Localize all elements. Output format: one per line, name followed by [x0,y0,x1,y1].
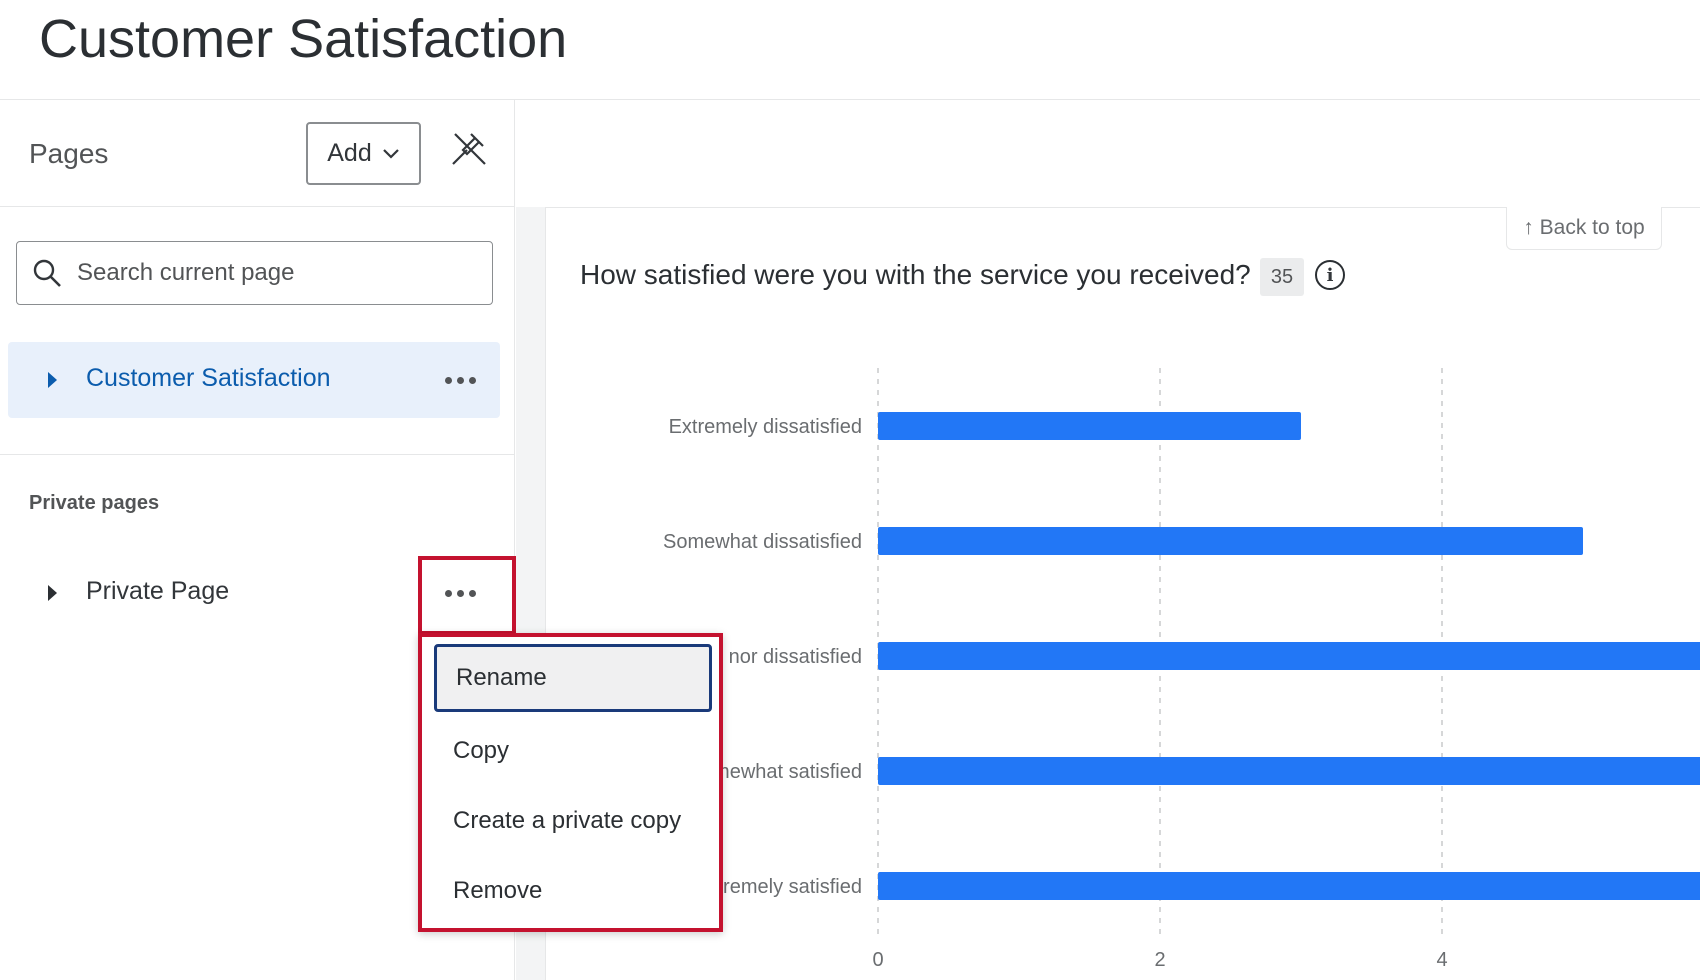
search-input[interactable]: Search current page [16,241,493,305]
menu-item-copy[interactable]: Copy [453,737,510,764]
divider [0,454,515,455]
page-item-label: Customer Satisfaction [86,364,331,392]
private-pages-heading: Private pages [29,492,160,514]
page-title: Customer Satisfaction [39,9,568,69]
divider [0,206,515,207]
menu-item-create-private-copy[interactable]: Create a private copy [453,807,682,834]
back-to-top-button[interactable]: ↑ Back to top [1506,207,1662,250]
info-icon[interactable]: i [1315,260,1345,290]
search-icon [33,259,61,287]
page-item-label: Private Page [86,577,230,605]
expand-caret-icon[interactable] [48,585,57,601]
search-placeholder: Search current page [77,259,295,286]
menu-item-rename[interactable]: Rename [434,644,712,712]
highlight-box [418,556,516,635]
widget-card [545,207,1700,980]
add-page-button[interactable]: Add [306,122,421,185]
add-label: Add [327,139,372,167]
chevron-down-icon [382,148,399,159]
unpin-icon[interactable] [449,128,489,168]
pages-sidebar: Pages Add Search current page Customer S… [0,100,515,980]
menu-item-remove[interactable]: Remove [453,877,543,904]
more-options-icon[interactable] [445,377,476,384]
page-header: Customer Satisfaction [0,0,1700,100]
context-menu: Rename Copy Create a private copy Remove [418,633,723,932]
pages-heading: Pages [29,138,109,169]
more-options-icon[interactable] [445,590,476,597]
page-item-private-page[interactable]: Private Page [8,555,500,631]
page-item-customer-satisfaction[interactable]: Customer Satisfaction [8,342,500,418]
question-title: How satisfied were you with the service … [580,259,1251,290]
response-count-badge: 35 [1260,258,1304,296]
expand-caret-icon[interactable] [48,372,57,388]
